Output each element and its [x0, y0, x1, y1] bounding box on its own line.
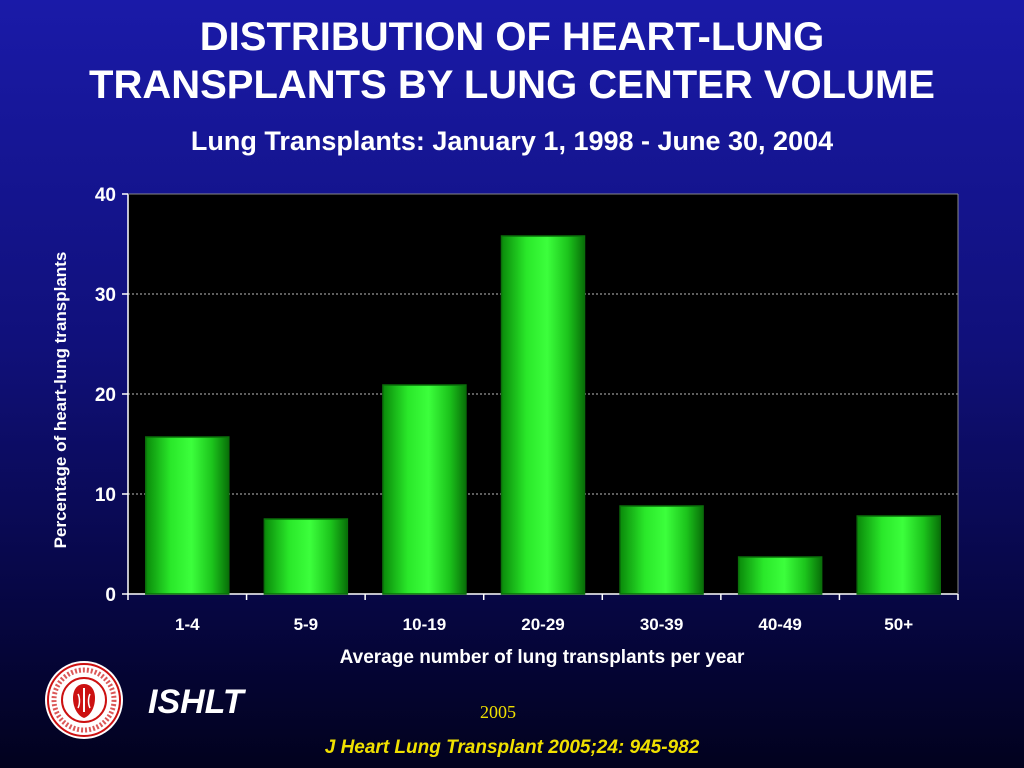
- x-tick-label: 20-29: [521, 615, 564, 634]
- y-axis-label: Percentage of heart-lung transplants: [51, 252, 70, 549]
- ishlt-seal-icon: [45, 661, 123, 739]
- organization-name: ISHLT: [148, 683, 244, 721]
- x-tick-label: 40-49: [758, 615, 801, 634]
- citation: J Heart Lung Transplant 2005;24: 945-982: [324, 737, 700, 758]
- y-tick-label: 30: [95, 285, 116, 306]
- x-tick-label: 10-19: [403, 615, 446, 634]
- bar-20-29: [500, 235, 586, 595]
- x-tick-label: 30-39: [640, 615, 683, 634]
- slide-title-line-1: DISTRIBUTION OF HEART-LUNG: [199, 15, 825, 59]
- slide-subtitle: Lung Transplants: January 1, 1998 - June…: [190, 126, 834, 156]
- y-tick-label: 0: [105, 585, 116, 606]
- y-tick-label: 40: [95, 185, 116, 206]
- y-tick-label: 10: [95, 485, 116, 506]
- bar-5-9: [263, 518, 349, 595]
- bar-10-19: [382, 384, 467, 595]
- y-tick-label: 20: [95, 385, 116, 406]
- x-axis-label: Average number of lung transplants per y…: [340, 647, 745, 668]
- x-tick-label: 1-4: [175, 615, 200, 634]
- x-tick-label: 50+: [884, 615, 913, 634]
- year-label: 2005: [480, 702, 516, 722]
- bar-30-39: [619, 505, 704, 595]
- x-tick-label: 5-9: [294, 615, 319, 634]
- bar-1-4: [145, 436, 230, 595]
- slide-title-line-2: TRANSPLANTS BY LUNG CENTER VOLUME: [89, 63, 935, 107]
- bar-50+: [856, 515, 941, 595]
- bar-40-49: [737, 556, 823, 595]
